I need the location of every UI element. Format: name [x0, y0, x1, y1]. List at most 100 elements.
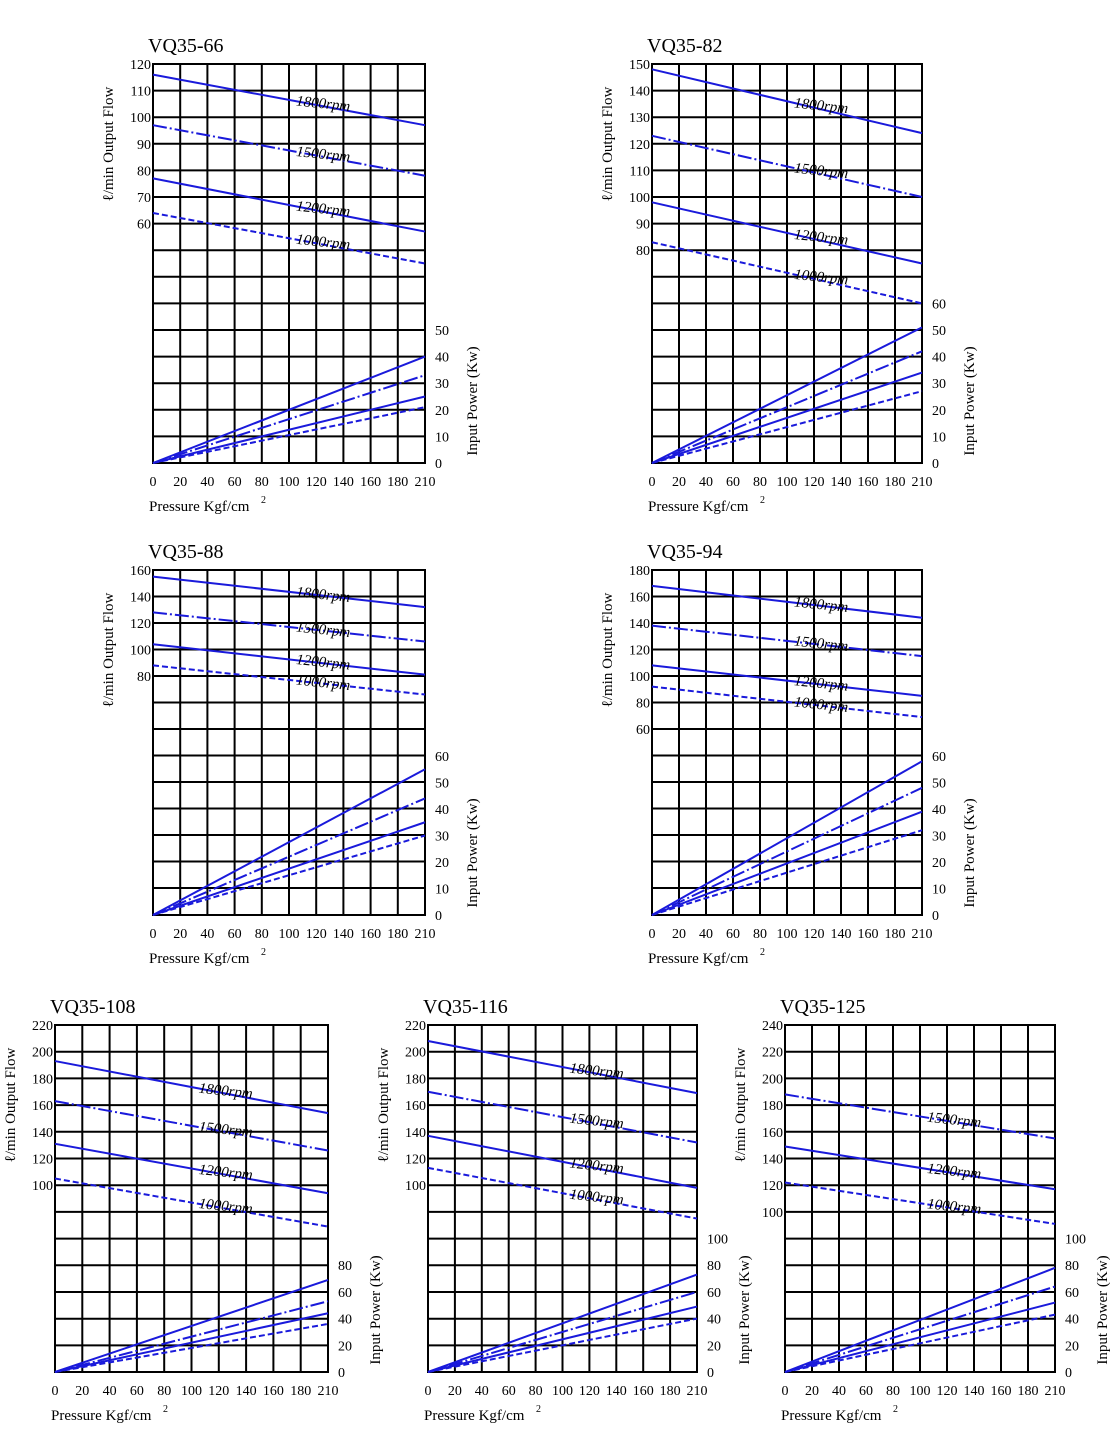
- flow-tick-label: 140: [32, 1126, 53, 1141]
- power-tick-label: 30: [435, 830, 449, 845]
- x-tick-label: 160: [360, 927, 381, 942]
- power-tick-label: 50: [435, 777, 449, 792]
- y-axis-label: ℓ/min Output Flow: [600, 86, 616, 201]
- x-tick-label: 20: [672, 927, 686, 942]
- flow-tick-label: 180: [32, 1072, 53, 1087]
- x-tick-label: 120: [579, 1384, 600, 1399]
- x-tick-label: 160: [360, 475, 381, 490]
- chart-vq35-125: VQ35-12510012014016018020022024002040608…: [733, 996, 1110, 1424]
- x-axis-label-superscript: 2: [893, 1404, 898, 1415]
- x-tick-label: 60: [859, 1384, 873, 1399]
- power-tick-label: 60: [932, 297, 946, 312]
- x-tick-label: 210: [912, 927, 933, 942]
- flow-tick-label: 160: [629, 591, 650, 606]
- power-tick-label: 20: [435, 856, 449, 871]
- x-tick-label: 180: [1018, 1384, 1039, 1399]
- rpm-label: 1800rpm: [793, 95, 849, 117]
- power-line: [651, 326, 923, 464]
- x-tick-label: 160: [858, 927, 879, 942]
- x-axis-label: Pressure Kgf/cm: [648, 499, 749, 515]
- power-tick-label: 0: [932, 457, 939, 472]
- flow-line-1800rpm: [651, 584, 923, 619]
- power-line: [784, 1313, 1056, 1373]
- flow-tick-label: 200: [405, 1046, 426, 1061]
- power-line: [651, 786, 923, 916]
- x-tick-label: 210: [687, 1384, 708, 1399]
- x-axis-label-superscript: 2: [261, 947, 266, 958]
- x-tick-label: 40: [200, 475, 214, 490]
- x-tick-label: 180: [660, 1384, 681, 1399]
- rpm-label: 1200rpm: [793, 673, 849, 695]
- flow-tick-label: 180: [405, 1072, 426, 1087]
- power-line: [427, 1305, 698, 1373]
- flow-tick-label: 160: [32, 1099, 53, 1114]
- power-tick-label: 10: [932, 430, 946, 445]
- y2-axis-label: Input Power (Kw): [737, 1255, 753, 1364]
- x-tick-label: 60: [228, 927, 242, 942]
- power-line: [152, 406, 426, 464]
- x-tick-label: 140: [333, 475, 354, 490]
- y-axis-label: ℓ/min Output Flow: [101, 86, 117, 201]
- flow-line-1000rpm: [784, 1181, 1056, 1225]
- rpm-label: 1000rpm: [569, 1187, 625, 1209]
- flow-line-1000rpm: [427, 1166, 698, 1220]
- power-tick-label: 40: [338, 1313, 352, 1328]
- x-tick-label: 60: [502, 1384, 516, 1399]
- x-axis-label: Pressure Kgf/cm: [149, 951, 250, 967]
- x-tick-label: 0: [782, 1384, 789, 1399]
- chart-title: VQ35-125: [780, 996, 866, 1018]
- flow-tick-label: 100: [629, 191, 650, 206]
- chart-title: VQ35-66: [148, 35, 224, 57]
- x-tick-label: 120: [306, 927, 327, 942]
- power-tick-label: 50: [435, 324, 449, 339]
- power-tick-label: 100: [707, 1233, 728, 1248]
- flow-line-1200rpm: [54, 1142, 329, 1195]
- flow-line-1000rpm: [152, 211, 426, 265]
- rpm-label: 1000rpm: [295, 672, 351, 694]
- flow-line-1000rpm: [651, 685, 923, 719]
- power-tick-label: 40: [1065, 1313, 1079, 1328]
- rpm-label: 1500rpm: [926, 1110, 982, 1132]
- x-tick-label: 180: [885, 927, 906, 942]
- power-line: [784, 1266, 1056, 1373]
- x-tick-label: 210: [415, 927, 436, 942]
- flow-line-1200rpm: [152, 643, 426, 676]
- x-tick-label: 40: [699, 927, 713, 942]
- flow-tick-label: 60: [636, 723, 650, 738]
- x-tick-label: 0: [649, 475, 656, 490]
- chart-vq35-82: VQ35-82809010011012013014015001020304050…: [600, 35, 978, 515]
- x-tick-label: 40: [475, 1384, 489, 1399]
- grid: [54, 1024, 329, 1373]
- flow-tick-label: 160: [762, 1126, 783, 1141]
- grid: [152, 569, 426, 916]
- flow-tick-label: 80: [137, 164, 151, 179]
- y-axis-label: ℓ/min Output Flow: [3, 1047, 19, 1162]
- flow-line-1500rpm: [784, 1093, 1056, 1140]
- x-axis-label-superscript: 2: [261, 495, 266, 506]
- rpm-label: 1800rpm: [198, 1081, 254, 1103]
- power-tick-label: 0: [435, 457, 442, 472]
- x-tick-label: 120: [208, 1384, 229, 1399]
- x-tick-label: 80: [753, 475, 767, 490]
- flow-line-1200rpm: [427, 1134, 698, 1189]
- rpm-label: 1200rpm: [569, 1156, 625, 1178]
- flow-tick-label: 70: [137, 191, 151, 206]
- x-tick-label: 0: [150, 927, 157, 942]
- power-tick-label: 30: [932, 377, 946, 392]
- power-line: [784, 1301, 1056, 1373]
- power-line: [152, 374, 426, 464]
- x-axis-label: Pressure Kgf/cm: [149, 499, 250, 515]
- chart-vq35-66: VQ35-66 60 70 80 90 100 110 120 0 10 20 30 40 50 0 20 40…: [101, 35, 481, 515]
- power-tick-label: 60: [338, 1286, 352, 1301]
- power-tick-label: 10: [435, 883, 449, 898]
- power-tick-label: 80: [707, 1259, 721, 1274]
- power-tick-label: 60: [435, 750, 449, 765]
- flow-tick-label: 80: [137, 670, 151, 685]
- x-tick-label: 20: [173, 927, 187, 942]
- flow-tick-label: 120: [405, 1153, 426, 1168]
- power-tick-label: 100: [1065, 1233, 1086, 1248]
- flow-tick-label: 110: [630, 164, 650, 179]
- flow-tick-label: 120: [130, 617, 151, 632]
- x-axis-label: Pressure Kgf/cm: [51, 1408, 152, 1424]
